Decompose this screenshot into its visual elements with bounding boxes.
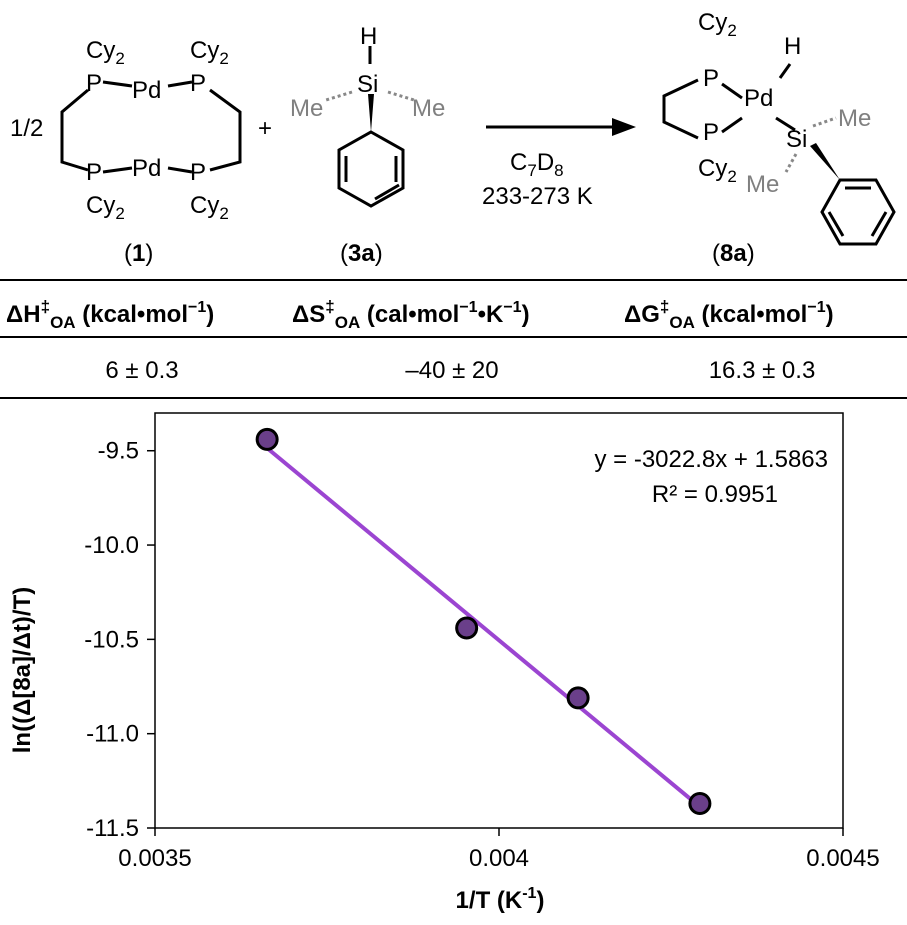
- cy2-group: Cy2: [190, 192, 229, 223]
- table-header-entropy: ΔS‡OA (cal•mol−1•K−1): [292, 297, 530, 332]
- y-tick-label: -9.5: [98, 438, 139, 465]
- hydride-atom: H: [784, 33, 801, 60]
- x-axis: 0.0035 0.004 0.0045: [118, 828, 880, 872]
- phosphorus-atom: P: [86, 159, 102, 186]
- data-point: [688, 791, 712, 815]
- x-tick-label: 0.0035: [118, 845, 191, 872]
- phosphorus-atom: P: [190, 159, 206, 186]
- reaction-arrow: [486, 118, 636, 136]
- trend-equation: y = -3022.8x + 1.5863: [594, 446, 828, 473]
- activation-parameters-table: ΔH‡OA (kcal•mol−1) ΔS‡OA (cal•mol−1•K−1)…: [0, 279, 907, 399]
- phosphorus-atom: P: [703, 119, 719, 146]
- product-8a-structure: [662, 63, 896, 246]
- reactant-3a-structure: [325, 46, 415, 208]
- cy2-group: Cy2: [190, 37, 229, 68]
- data-point: [566, 686, 590, 710]
- cy2-group: Cy2: [698, 9, 737, 40]
- cy2-group: Cy2: [86, 192, 125, 223]
- phosphorus-atom: P: [190, 70, 206, 97]
- data-points: [255, 427, 712, 815]
- temperature-label: 233-273 K: [482, 183, 593, 210]
- x-tick-label: 0.0045: [806, 845, 879, 872]
- y-tick-label: -11.5: [86, 815, 139, 842]
- table-header-free-energy: ΔG‡OA (kcal•mol−1): [624, 297, 834, 332]
- y-axis: -9.5 -10.0 -10.5 -11.0 -11.5: [84, 438, 155, 842]
- table-value-free-energy: 16.3 ± 0.3: [709, 357, 816, 384]
- cy2-group: Cy2: [86, 37, 125, 68]
- data-point: [255, 427, 279, 451]
- y-axis-title: ln((Δ[8a]/Δt)/T): [9, 587, 36, 753]
- compound-label-8a: (8a): [712, 240, 755, 267]
- plot-area: [154, 412, 844, 829]
- silicon-atom: Si: [357, 71, 378, 98]
- y-tick-label: -10.0: [84, 532, 139, 559]
- solvent-label: C7D8: [510, 149, 564, 180]
- silicon-atom: Si: [786, 126, 807, 153]
- data-point: [455, 616, 479, 640]
- compound-label-3a: (3a): [340, 240, 383, 267]
- methyl-group: Me: [412, 95, 445, 122]
- x-tick-label: 0.004: [469, 845, 529, 872]
- table-value-enthalpy: 6 ± 0.3: [105, 357, 178, 384]
- phosphorus-atom: P: [703, 65, 719, 92]
- table-value-entropy: –40 ± 20: [405, 357, 498, 384]
- plus-sign: +: [258, 115, 272, 142]
- coefficient: 1/2: [10, 115, 43, 142]
- phosphorus-atom: P: [86, 70, 102, 97]
- table-header-enthalpy: ΔH‡OA (kcal•mol−1): [6, 297, 214, 332]
- methyl-group: Me: [290, 95, 323, 122]
- compound-label-1: (1): [124, 240, 153, 267]
- arrhenius-chart: -9.5-10.0-10.5-11.0-11.5 0.0035 0.004 0.00…: [9, 412, 880, 914]
- y-tick-label: -10.5: [84, 626, 139, 653]
- reactant-1-structure: [60, 80, 242, 174]
- palladium-atom: Pd: [132, 155, 161, 182]
- reaction-scheme: 1/2 P Pd P P Pd P Cy2 Cy2 Cy2 Cy2 (1) +: [10, 9, 896, 267]
- y-tick-label: -11.0: [86, 721, 139, 748]
- x-axis-title: 1/T (K-1): [456, 885, 545, 914]
- r-squared-label: R² = 0.9951: [652, 481, 778, 508]
- palladium-atom: Pd: [132, 77, 161, 104]
- methyl-group: Me: [746, 171, 779, 198]
- cy2-group: Cy2: [698, 155, 737, 186]
- palladium-atom: Pd: [744, 85, 773, 112]
- hydride-atom: H: [360, 23, 377, 50]
- methyl-group: Me: [838, 105, 871, 132]
- trend-line: [265, 446, 702, 809]
